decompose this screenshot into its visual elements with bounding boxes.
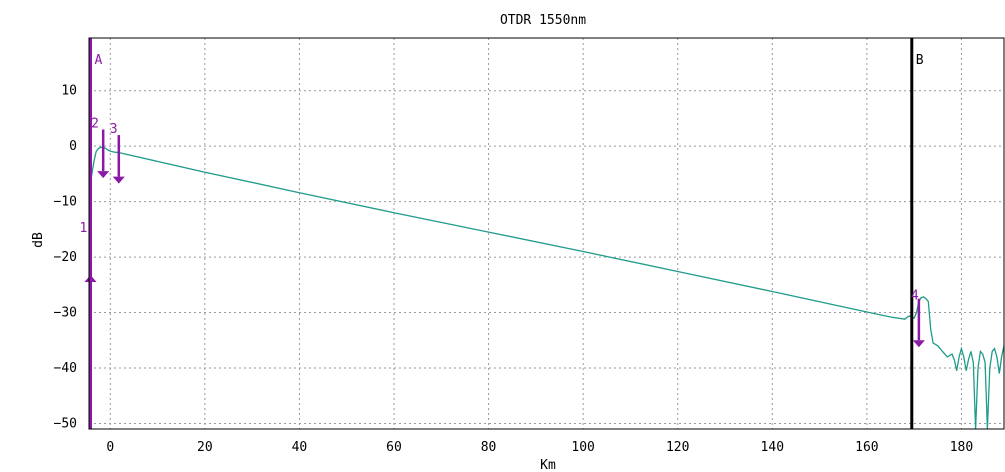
cursor-label: B [916, 53, 924, 68]
cursor-label: A [95, 53, 103, 68]
y-tick-label: −20 [54, 250, 77, 265]
y-tick-label: 10 [61, 84, 77, 99]
x-tick-labels: 0 20 40 60 80 100 120 140 160 180 [106, 440, 973, 455]
event-arrow [912, 340, 925, 348]
x-tick-label: 120 [666, 440, 689, 455]
y-tick-label: −40 [54, 361, 77, 376]
y-tick-label: −30 [54, 306, 77, 321]
x-tick-label: 180 [950, 440, 973, 455]
event-arrow [84, 275, 97, 283]
event-label: 2 [91, 117, 99, 132]
event-layer: 1 2 3 4 [80, 117, 925, 429]
x-tick-label: 60 [386, 440, 402, 455]
x-tick-label: 160 [855, 440, 878, 455]
x-tick-label: 40 [292, 440, 308, 455]
event-label: 1 [80, 221, 88, 236]
x-tick-label: 20 [197, 440, 213, 455]
chart-title: OTDR 1550nm [500, 13, 586, 28]
event-label: 4 [911, 289, 919, 304]
grid [89, 38, 1004, 429]
event-label: 3 [110, 122, 118, 137]
x-tick-label: 140 [761, 440, 784, 455]
x-tick-label: 80 [481, 440, 497, 455]
series-layer [88, 146, 1005, 430]
y-tick-labels: 10 0 −10 −20 −30 −40 −50 [54, 84, 77, 432]
x-axis-label: Km [540, 458, 556, 472]
x-tick-label: 100 [571, 440, 594, 455]
y-tick-label: −10 [54, 195, 77, 210]
event-arrow [97, 171, 110, 179]
trace-line [88, 146, 1005, 430]
x-tick-label: 0 [106, 440, 114, 455]
y-tick-label: −50 [54, 416, 77, 431]
y-tick-label: 0 [69, 139, 77, 154]
y-axis-label: dB [31, 232, 46, 248]
plot-frame [88, 37, 1005, 430]
event-arrow [112, 176, 125, 184]
